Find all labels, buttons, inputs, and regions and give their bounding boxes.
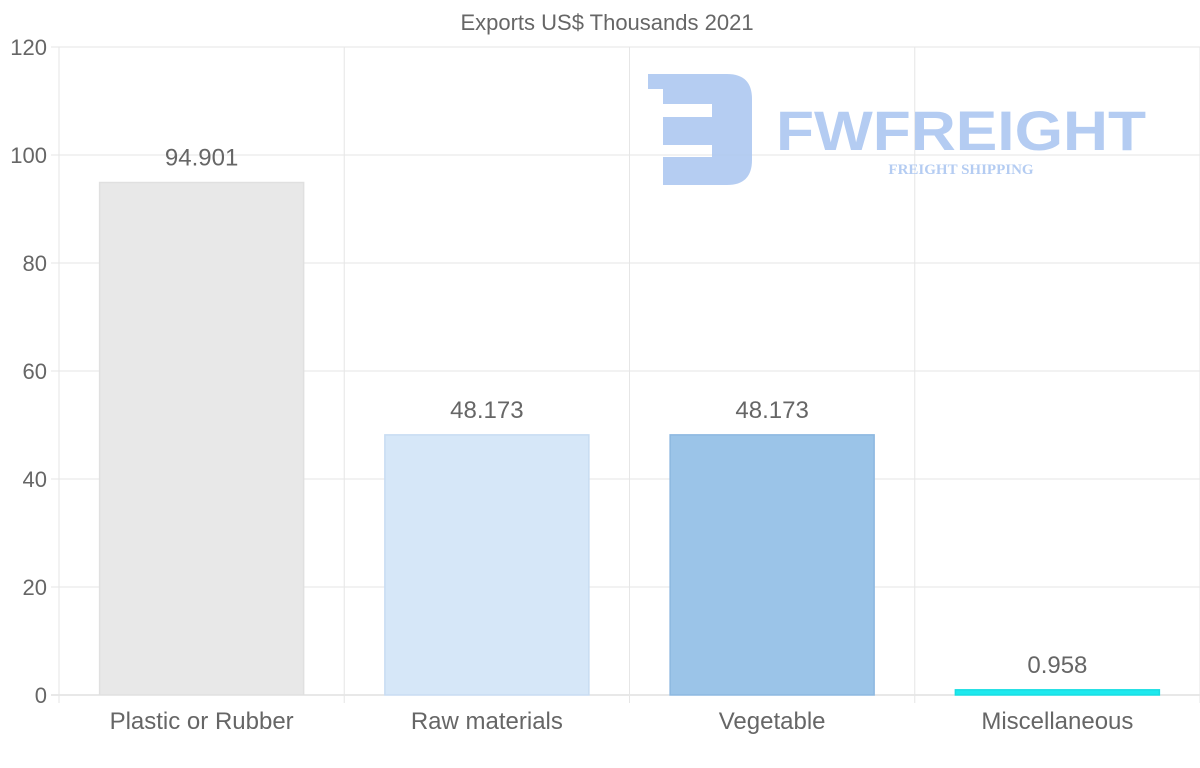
logo-mark-icon [648, 74, 752, 185]
bar-plastic-or-rubber [98, 181, 305, 696]
bar-raw-materials [384, 434, 590, 696]
y-tick-label: 20 [23, 575, 47, 600]
fwfreight-logo-watermark: FWFREIGHT FREIGHT SHIPPING [648, 74, 1146, 185]
y-tick-label: 40 [23, 467, 47, 492]
bar-miscellaneous [954, 689, 1161, 696]
labels: 0 20 40 60 80 100 120 94.901 Plastic or Rubber 48… [10, 35, 1133, 735]
y-tick-label: 120 [10, 35, 47, 60]
y-tick-label: 0 [35, 683, 47, 708]
bar-vegetable [669, 434, 875, 696]
data-label: 94.901 [165, 145, 238, 172]
y-tick-label: 100 [10, 143, 47, 168]
y-tick-label: 80 [23, 251, 47, 276]
x-tick-label: Miscellaneous [981, 708, 1133, 735]
x-tick-label: Vegetable [719, 708, 826, 735]
x-tick-label: Raw materials [411, 708, 563, 735]
data-label: 48.173 [450, 397, 523, 424]
y-tick-label: 60 [23, 359, 47, 384]
logo-brand-text: FWFREIGHT [776, 99, 1146, 162]
x-tick-label: Plastic or Rubber [110, 708, 294, 735]
data-label: 0.958 [1027, 652, 1087, 679]
logo-tagline-text: FREIGHT SHIPPING [888, 162, 1033, 178]
bars [98, 181, 1161, 696]
chart-title: Exports US$ Thousands 2021 [460, 10, 753, 35]
data-label: 48.173 [735, 397, 808, 424]
